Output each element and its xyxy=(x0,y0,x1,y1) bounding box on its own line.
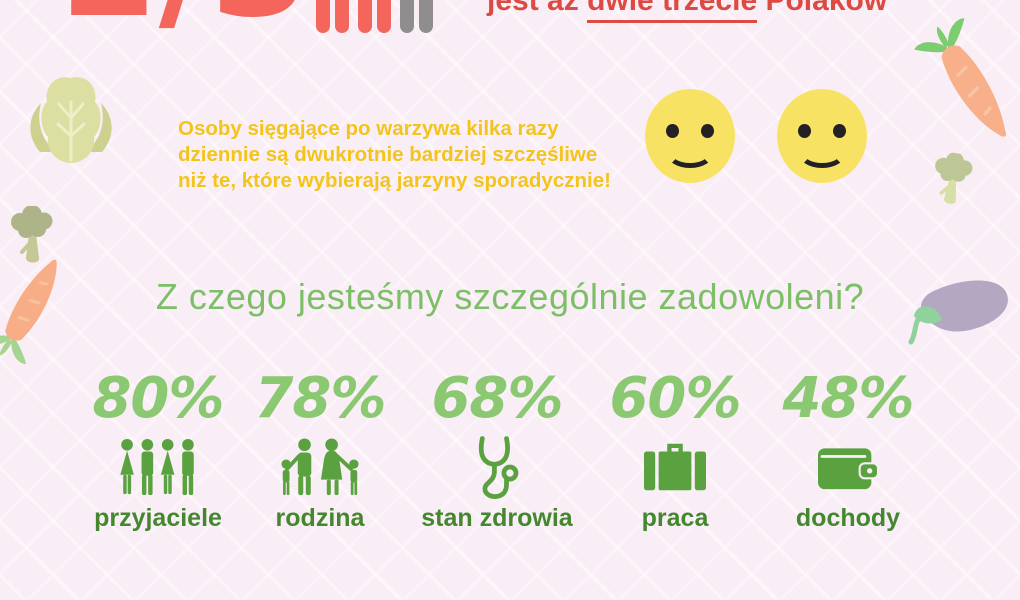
stat-przyjaciele: 80% przyjaciele xyxy=(48,366,268,533)
smiley-mouth xyxy=(798,138,846,168)
carrot-icon xyxy=(914,18,1007,137)
family-icon xyxy=(281,438,359,496)
smiley-icon xyxy=(645,89,735,183)
stat-label: rodzina xyxy=(275,504,365,532)
briefcase-icon xyxy=(644,443,706,491)
headline-suffix: Polaków xyxy=(757,0,888,17)
friends-icon xyxy=(120,438,194,496)
fact-text: Osoby sięgające po warzywa kilka razy dz… xyxy=(178,117,611,192)
broccoli-icon xyxy=(11,206,53,263)
stat-praca: 60% praca xyxy=(565,366,785,533)
smiley-eye xyxy=(833,123,847,138)
stat-value: 60% xyxy=(609,366,741,431)
carrot-icon xyxy=(0,259,57,364)
person-leg xyxy=(419,0,433,33)
section-title: Z czego jesteśmy szczególnie zadowoleni? xyxy=(155,276,865,317)
person-leg xyxy=(316,0,330,33)
stat-value: 68% xyxy=(431,366,563,431)
stat-stan-zdrowia: 68% stan zdrowia xyxy=(387,366,607,533)
stat-label: stan zdrowia xyxy=(421,504,573,532)
smiley-mouth xyxy=(666,138,714,168)
stat-value: 78% xyxy=(254,366,386,431)
person-leg xyxy=(335,0,349,33)
stat-label: praca xyxy=(641,504,709,532)
headline-underlined: dwie trzecie xyxy=(587,0,758,23)
stethoscope-icon xyxy=(478,436,519,499)
smiley-eye xyxy=(797,123,811,138)
headline: jest aż dwie trzecie Polaków xyxy=(487,0,888,23)
eggplant-icon xyxy=(908,280,1008,345)
smiley-eye xyxy=(665,123,679,138)
stat-label: przyjaciele xyxy=(94,504,222,532)
person-leg xyxy=(358,0,372,33)
person-leg xyxy=(377,0,391,33)
smiley-icon xyxy=(777,89,867,183)
stat-value: 48% xyxy=(782,366,914,431)
cabbage-icon xyxy=(30,77,112,163)
person-leg xyxy=(400,0,414,33)
stat-rodzina: 78% rodzina xyxy=(210,366,430,533)
smiley-eye xyxy=(701,123,715,138)
fraction-figure: 2/3 xyxy=(60,0,309,38)
broccoli-icon xyxy=(935,152,973,204)
stat-value: 80% xyxy=(92,366,224,431)
wallet-icon xyxy=(818,447,878,489)
stat-dochody: 48% dochody xyxy=(738,366,958,533)
stat-label: dochody xyxy=(795,504,901,532)
headline-prefix: jest aż xyxy=(487,0,588,17)
